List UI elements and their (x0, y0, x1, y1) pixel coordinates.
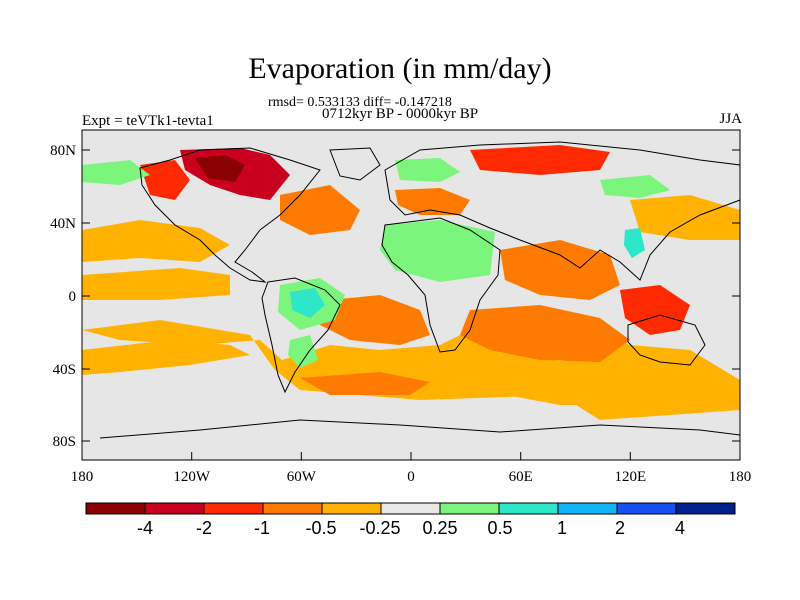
colorbar-label: 1 (557, 518, 567, 538)
tick-marks (81, 149, 741, 460)
east-asia-orange (630, 195, 740, 240)
south-america-outline (261, 277, 341, 394)
australia-outline (627, 314, 706, 366)
south-atlantic-orange (320, 295, 430, 345)
period-line: 0712kyr BP - 0000kyr BP (322, 106, 479, 122)
colorbar-label: 0.25 (422, 518, 457, 538)
sahel-green (380, 220, 495, 282)
x-tick-label: 180 (71, 469, 94, 485)
x-tick-label: 0 (407, 469, 415, 485)
x-tick-label: 60E (509, 469, 533, 485)
colorbar-label: -0.5 (305, 518, 336, 538)
colorbar-box (321, 502, 382, 515)
colorbar-label: -1 (254, 518, 270, 538)
greenland-outline (329, 147, 381, 181)
south-indian-band (480, 360, 700, 405)
x-tick-label: 120W (173, 469, 211, 485)
colorbar-box (203, 502, 264, 515)
x-tick-label: 180 (729, 469, 752, 485)
north-america-outline (139, 147, 321, 283)
experiment-label: Expt = teVTk1-tevta1 (82, 113, 214, 129)
x-axis-labels: 180 120W 60W 0 60E 120E 180 (71, 469, 752, 485)
africa-outline (381, 217, 501, 353)
coastlines (99, 141, 741, 439)
colorbar-label: 0.5 (487, 518, 512, 538)
y-axis-labels: 80N 40N 0 40S 80S (50, 143, 76, 450)
stats-line: rmsd= 0.533133 diff= -0.147218 (268, 95, 452, 110)
colorbar-label: 4 (675, 518, 685, 538)
colorbar-box (439, 502, 500, 515)
anomaly-field (82, 145, 740, 420)
south-pacific-orange (82, 340, 250, 375)
antarctica-outline (99, 419, 741, 439)
amazon-cyan (290, 288, 325, 318)
y-tick-label: 0 (69, 289, 77, 305)
x-tick-label: 120E (614, 469, 646, 485)
colorbar-box (557, 502, 618, 515)
alaska-red (140, 160, 190, 200)
colorbar-label: 2 (615, 518, 625, 538)
y-tick-label: 80S (53, 434, 76, 450)
colorbar-box (144, 502, 205, 515)
central-pacific-orange (82, 268, 230, 300)
colorbar-box (498, 502, 559, 515)
indian-ocean-orange (460, 305, 630, 362)
y-tick-label: 40S (53, 362, 76, 378)
mediterranean-orange (395, 188, 470, 215)
north-atlantic-orange (280, 185, 360, 235)
east-asia-green (600, 175, 670, 198)
eurasia-outline (384, 141, 741, 281)
colorbar-box (85, 502, 146, 515)
north-pacific-orange (82, 220, 230, 262)
colorbar-label: -2 (196, 518, 212, 538)
south-america-green (288, 335, 318, 368)
colorbar-labels: -4 -2 -1 -0.5 -0.25 0.25 0.5 1 2 4 (137, 518, 685, 538)
colorbar (85, 502, 736, 515)
europe-green (395, 158, 460, 182)
siberia-red (470, 145, 610, 175)
arctic-dark (195, 155, 245, 182)
x-tick-label: 60W (287, 469, 317, 485)
colorbar-box (262, 502, 323, 515)
colorbar-box (616, 502, 677, 515)
map-title: Evaporation (in mm/day) (248, 52, 552, 85)
north-pacific-green (82, 160, 150, 185)
y-tick-label: 80N (50, 143, 76, 159)
season-label: JJA (719, 111, 742, 127)
colorbar-box (380, 502, 441, 515)
asia-orange (500, 240, 620, 300)
colorbar-label: -0.25 (359, 518, 400, 538)
y-tick-label: 40N (50, 216, 76, 232)
colorbar-box (675, 502, 736, 515)
colorbar-label: -4 (137, 518, 153, 538)
india-cyan (624, 228, 645, 258)
southern-red-band (300, 372, 430, 395)
